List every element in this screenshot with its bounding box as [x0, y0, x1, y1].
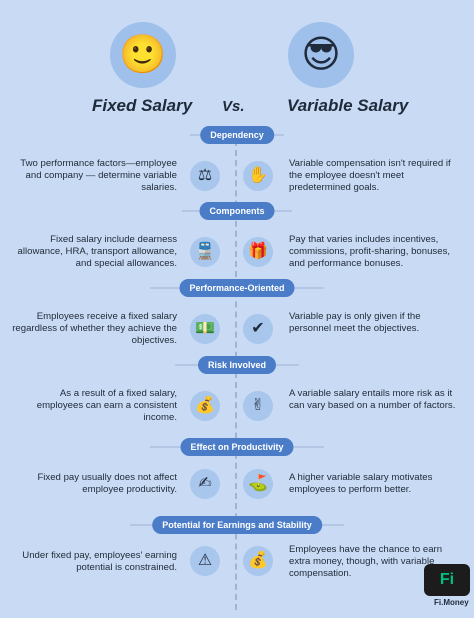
- smiling-face-icon: 🙂: [110, 22, 176, 88]
- scales-icon: ⚖: [190, 161, 220, 191]
- train-icon: 🚆: [190, 237, 220, 267]
- brand-name: Fi.Money: [434, 598, 469, 607]
- money-icon: 💵: [190, 314, 220, 344]
- warning-icon: ⚠: [190, 546, 220, 576]
- center-divider: [235, 140, 237, 610]
- fixed-description: Fixed pay usually does not affect employ…: [37, 472, 177, 495]
- hand-icon: ✋: [243, 161, 273, 191]
- variable-description: A variable salary entails more risk as i…: [289, 388, 456, 411]
- variable-description: Employees have the chance to earn extra …: [289, 544, 443, 579]
- money-bag-icon: 💰: [243, 546, 273, 576]
- variable-description: Variable compensation isn't required if …: [289, 158, 451, 193]
- section-label: Effect on Productivity: [180, 438, 294, 456]
- section-label: Performance-Oriented: [179, 279, 295, 297]
- victory-hand-icon: ✌: [243, 391, 273, 421]
- fi-money-logo: Fi: [424, 564, 470, 596]
- fixed-description: Under fixed pay, employees' earning pote…: [22, 550, 177, 573]
- money-bags-icon: 💰: [190, 391, 220, 421]
- fixed-description: Two performance factors—employee and com…: [20, 158, 177, 193]
- golf-flag-icon: ⛳: [243, 469, 273, 499]
- variable-description: Variable pay is only given if the person…: [289, 311, 421, 334]
- sunglasses-face-icon: 😎: [288, 22, 354, 88]
- fixed-description: Fixed salary include dearness allowance,…: [17, 234, 177, 269]
- gift-icon: 🎁: [243, 237, 273, 267]
- variable-description: A higher variable salary motivates emplo…: [289, 472, 433, 495]
- vs-title: Vs.: [222, 98, 245, 115]
- fixed-description: As a result of a fixed salary, employees…: [36, 388, 177, 423]
- section-label: Risk Involved: [197, 356, 277, 374]
- variable-description: Pay that varies includes incentives, com…: [289, 234, 451, 269]
- check-icon: ✔: [243, 314, 273, 344]
- variable-salary-title: Variable Salary: [287, 96, 409, 115]
- writing-hand-icon: ✍: [190, 469, 220, 499]
- section-label: Potential for Earnings and Stability: [152, 516, 322, 534]
- header: 🙂 😎 Fixed Salary Vs. Variable Salary: [0, 0, 474, 125]
- section-label: Components: [199, 202, 275, 220]
- fixed-salary-title: Fixed Salary: [92, 96, 193, 115]
- fixed-description: Employees receive a fixed salary regardl…: [12, 311, 177, 346]
- section-label: Dependency: [200, 126, 274, 144]
